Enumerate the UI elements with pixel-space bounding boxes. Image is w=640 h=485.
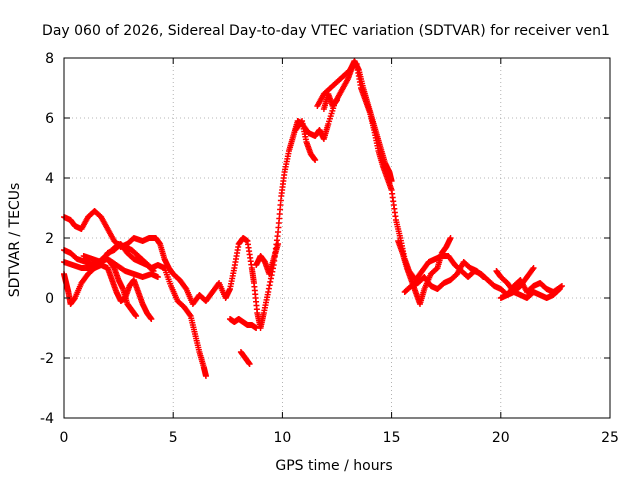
series-track-10 [292, 118, 319, 163]
y-tick-label: 8 [45, 51, 54, 67]
series-track-15 [493, 265, 537, 295]
data-point [202, 373, 209, 379]
x-tick-label: 20 [492, 430, 510, 446]
series-track-11 [314, 58, 395, 184]
data-point [275, 241, 282, 247]
series-track-12 [320, 91, 340, 112]
x-tick-label: 5 [169, 430, 178, 446]
x-tick-label: 15 [383, 430, 401, 446]
series-track-8 [237, 349, 253, 367]
data-point [530, 265, 537, 271]
y-tick-label: 4 [45, 171, 54, 187]
series-track-5 [80, 241, 157, 274]
data-point [334, 97, 340, 103]
x-tick-label: 25 [601, 430, 619, 446]
y-axis-label: SDTVAR / TECUs [7, 183, 23, 298]
y-tick-label: 2 [45, 231, 54, 247]
data-point [556, 286, 563, 292]
data-point [150, 268, 157, 274]
series-track-6 [104, 256, 140, 319]
y-tick-label: -2 [40, 351, 54, 367]
data-point [447, 235, 454, 241]
grid-lines [64, 58, 610, 418]
data-point [529, 266, 536, 273]
data-point [312, 157, 319, 163]
series-track-3 [61, 256, 161, 280]
data-point [388, 178, 395, 184]
data-points [61, 58, 565, 379]
series-track-16 [497, 286, 563, 301]
y-tick-label: -4 [40, 411, 54, 427]
series-track-14 [401, 259, 487, 295]
y-tick-label: 0 [45, 291, 54, 307]
y-tick-label: 6 [45, 111, 54, 127]
x-tick-label: 10 [273, 430, 291, 446]
x-tick-label: 0 [60, 430, 69, 446]
data-point [148, 316, 155, 322]
series-track-7 [226, 316, 260, 331]
x-axis-label: GPS time / hours [275, 458, 392, 474]
data-point [253, 325, 260, 331]
series-track-9 [253, 241, 282, 277]
data-point [480, 274, 487, 280]
data-point [555, 286, 562, 293]
data-point [246, 361, 253, 367]
series-track-4 [61, 262, 155, 322]
data-point [154, 274, 161, 280]
data-point [479, 273, 486, 280]
data-point [133, 313, 140, 319]
chart-title: Day 060 of 2026, Sidereal Day-to-day VTE… [42, 23, 610, 39]
data-point [186, 311, 193, 318]
axes: 0 5 10 15 20 25 -4 -2 0 2 4 6 8 [40, 51, 619, 446]
data-point [149, 267, 156, 274]
